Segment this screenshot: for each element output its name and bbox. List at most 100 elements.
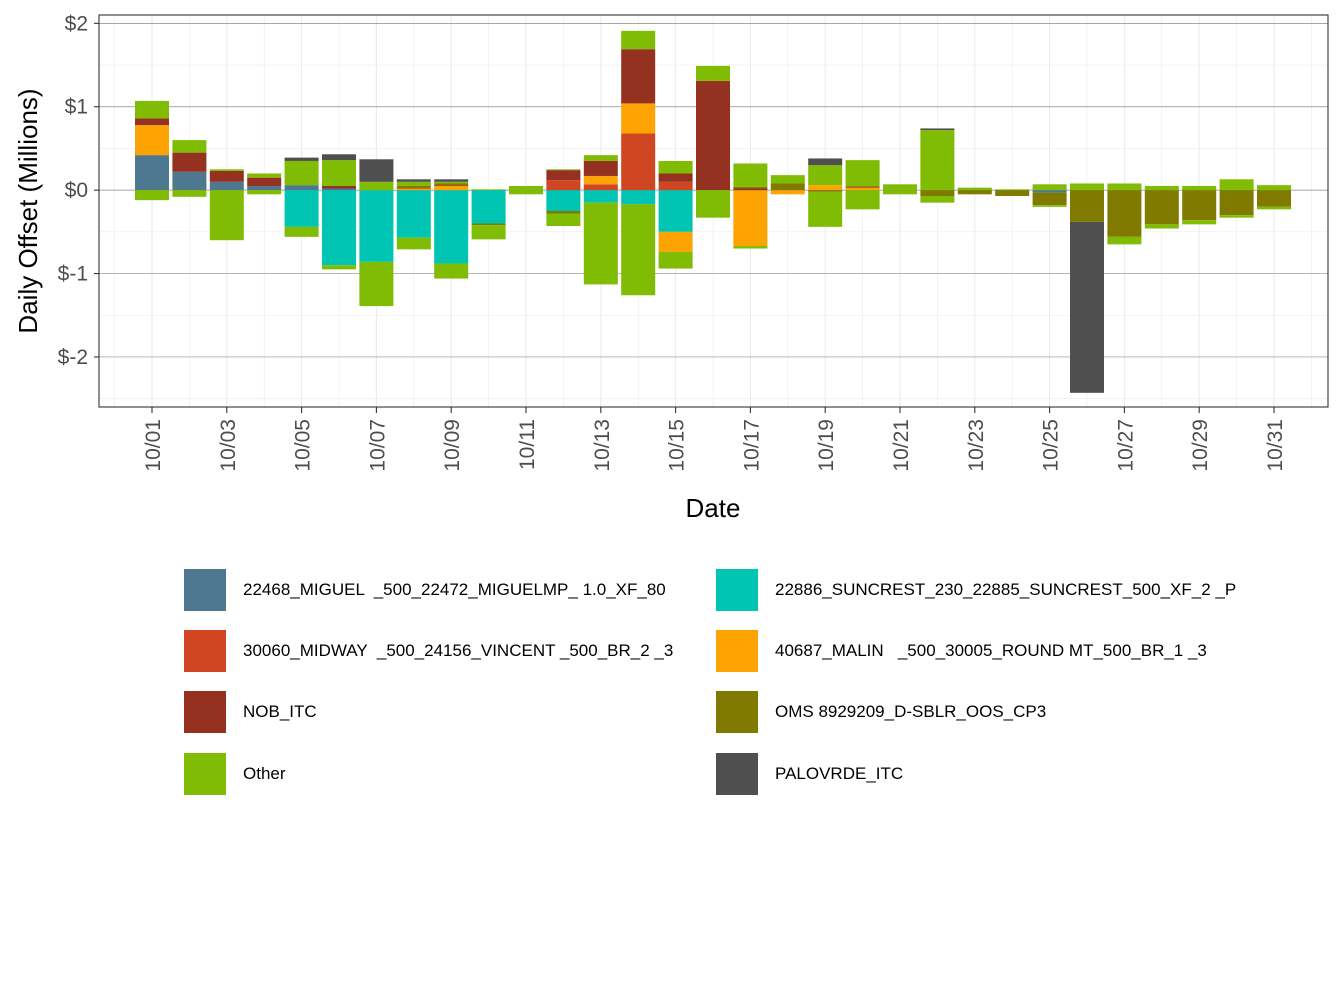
bar-segment [583, 160, 618, 176]
bar-segment [396, 237, 431, 250]
bar-segment [434, 181, 469, 184]
bar-segment [434, 179, 469, 182]
bar-segment [658, 173, 693, 182]
x-tick-label: 10/19 [815, 419, 838, 472]
bar-segment [733, 163, 768, 187]
bar-segment [883, 184, 917, 191]
bar-segment [1182, 190, 1217, 221]
bar-segment [172, 190, 207, 197]
bar-segment [845, 185, 880, 187]
bar-segment [546, 180, 581, 191]
bar-segment [284, 190, 319, 227]
bar-segment [583, 190, 618, 203]
bar-segment [1219, 179, 1254, 191]
bar-segment [284, 157, 319, 161]
bar-segment [247, 173, 282, 178]
bar-segment [808, 190, 843, 192]
bar-segment [845, 160, 880, 186]
x-axis-title: Date [686, 493, 741, 523]
x-tick-label: 10/11 [516, 419, 539, 470]
legend-label: 22886_SUNCREST_230_22885_SUNCREST_500_XF… [775, 580, 1237, 599]
bar-segment [658, 181, 693, 191]
x-tick-label: 10/23 [965, 419, 988, 472]
legend-label: 22468_MIGUEL _500_22472_MIGUELMP_ 1.0_XF… [243, 580, 666, 599]
bar-segment [471, 189, 506, 191]
bar-segment [396, 179, 431, 182]
bar-segment [658, 190, 693, 232]
y-tick-label: $-2 [58, 346, 88, 369]
bars [135, 30, 1291, 393]
y-tick-label: $2 [65, 12, 88, 35]
legend-label: Other [243, 764, 286, 783]
y-axis: $2 $1 $0 $-1 $-2 [58, 12, 99, 369]
bar-segment [808, 158, 843, 166]
bar-segment [696, 80, 730, 191]
legend-item: 30060_MIDWAY _500_24156_VINCENT _500_BR_… [184, 630, 673, 672]
bar-segment [546, 211, 581, 214]
x-tick-label: 10/15 [666, 419, 689, 472]
bar-segment [1107, 236, 1142, 245]
bar-segment [284, 226, 319, 237]
bar-segment [1257, 185, 1291, 191]
bar-segment [471, 223, 506, 226]
bar-segment [696, 190, 730, 218]
bar-segment [135, 118, 169, 126]
legend-label: OMS 8929209_D-SBLR_OOS_CP3 [775, 702, 1047, 721]
legend-item: OMS 8929209_D-SBLR_OOS_CP3 [716, 691, 1046, 733]
bar-segment [209, 181, 244, 191]
bar-segment [1107, 183, 1142, 191]
bar-segment [284, 185, 319, 191]
legend-swatch [716, 569, 758, 611]
bar-segment [770, 183, 805, 191]
legend-label: 30060_MIDWAY _500_24156_VINCENT _500_BR_… [243, 641, 674, 660]
legend-swatch [184, 569, 226, 611]
bar-segment [1257, 206, 1291, 210]
legend-label: PALOVRDE_ITC [775, 764, 904, 783]
bar-segment [621, 30, 656, 50]
y-tick-label: $-1 [58, 263, 88, 286]
legend-label: NOB_ITC [243, 702, 317, 721]
bar-segment [471, 225, 506, 240]
bar-segment [172, 171, 207, 191]
bar-segment [808, 191, 843, 227]
bar-segment [1144, 185, 1179, 191]
bar-segment [845, 186, 880, 188]
bar-segment [396, 188, 431, 191]
bar-segment [322, 160, 356, 186]
legend-swatch [716, 691, 758, 733]
x-tick-label: 10/25 [1040, 419, 1063, 472]
bar-segment [135, 100, 169, 119]
bar-segment [359, 181, 394, 191]
bar-segment [883, 190, 917, 195]
bar-segment [658, 231, 693, 252]
bar-segment [808, 185, 843, 191]
bar-segment [1070, 221, 1104, 393]
bar-segment [621, 103, 656, 134]
x-tick-label: 10/13 [591, 419, 614, 472]
bar-segment [808, 165, 843, 186]
bar-segment [135, 125, 169, 156]
bar-segment [845, 187, 880, 191]
x-tick-label: 10/17 [740, 419, 763, 472]
bar-segment [509, 190, 543, 195]
plot-border [98, 14, 1329, 408]
bar-segment [247, 185, 282, 191]
legend-swatch [184, 630, 226, 672]
bar-segment [733, 186, 768, 189]
bar-segment [1070, 190, 1104, 222]
bar-segment [546, 170, 581, 181]
bar-segment [434, 185, 469, 186]
bar-segment [322, 265, 356, 270]
bar-segment [1070, 183, 1104, 191]
y-tick-label: $1 [65, 96, 88, 119]
bar-segment [658, 251, 693, 269]
bar-segment [583, 155, 618, 161]
bar-segment [658, 160, 693, 174]
bar-segment [396, 181, 431, 186]
x-tick-label: 10/07 [366, 419, 389, 472]
bar-segment [621, 133, 656, 191]
bar-segment [733, 246, 768, 249]
x-tick-label: 10/27 [1114, 419, 1137, 472]
x-tick-label: 10/01 [142, 419, 165, 472]
